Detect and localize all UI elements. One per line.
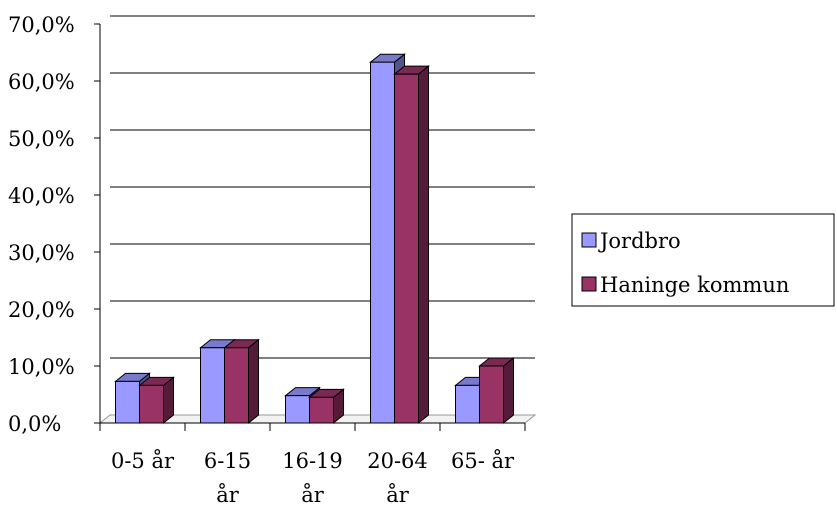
bar <box>309 396 334 424</box>
legend-swatch-haninge <box>581 276 597 292</box>
category-label: 16-19 <box>282 449 343 473</box>
category-label: år <box>386 483 410 505</box>
category-labels: 0-5 år 6-15 år 16-19 år 20-64 år 65- år <box>111 449 515 505</box>
bar <box>370 61 395 424</box>
bar-side <box>248 338 259 425</box>
legend: Jordbro Haninge kommun <box>571 213 835 307</box>
bar-side <box>418 65 429 425</box>
bar <box>139 384 164 424</box>
bars <box>114 53 515 425</box>
y-tick-label: 0,0% <box>8 412 61 436</box>
legend-label-haninge: Haninge kommun <box>600 273 789 297</box>
bar <box>115 380 140 424</box>
bar <box>200 347 225 424</box>
y-tick-label: 40,0% <box>8 184 75 208</box>
category-label: år <box>216 483 240 505</box>
category-label: 20-64 <box>367 449 428 473</box>
bar <box>224 347 249 424</box>
y-tick-label: 30,0% <box>8 241 75 265</box>
category-label: år <box>301 483 325 505</box>
bar <box>394 73 419 424</box>
gridlines <box>110 15 535 359</box>
bar <box>479 365 504 424</box>
bar <box>455 384 480 424</box>
y-tick-label: 10,0% <box>8 355 75 379</box>
bar <box>285 395 310 424</box>
category-label: 6-15 <box>204 449 251 473</box>
legend-swatch-jordbro <box>581 232 597 248</box>
y-axis: 0,0% 10,0% 20,0% 30,0% 40,0% 50,0% 60,0% 70,0% <box>8 13 526 436</box>
bar-side <box>503 356 514 425</box>
y-tick-label: 70,0% <box>8 13 75 37</box>
y-tick-label: 20,0% <box>8 298 75 322</box>
category-label: 65- år <box>451 449 515 473</box>
y-tick-label: 60,0% <box>8 70 75 94</box>
category-label: 0-5 år <box>111 449 175 473</box>
legend-label-jordbro: Jordbro <box>598 229 681 253</box>
legend-box <box>571 213 835 307</box>
y-tick-label: 50,0% <box>8 127 75 151</box>
